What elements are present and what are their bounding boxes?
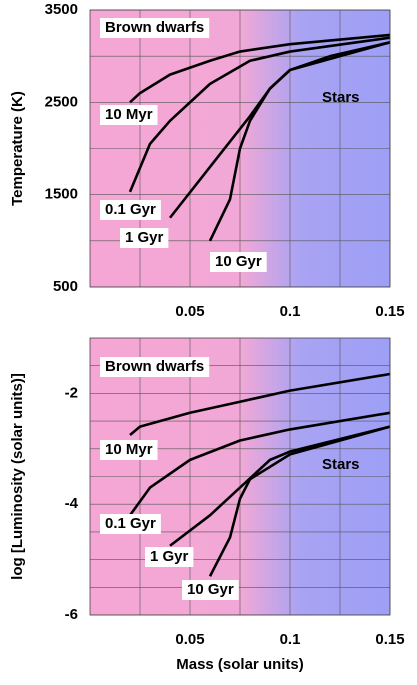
line-series	[128, 411, 391, 517]
series-label-group: 0.1 Gyr	[100, 514, 161, 534]
series-label: 0.1 Gyr	[105, 201, 156, 218]
series-label-box	[210, 252, 267, 272]
y-axis-label: log [Luminosity (solar units)]	[9, 373, 26, 580]
plot-frame	[89, 337, 391, 616]
y-tick-label: 1500	[45, 186, 78, 203]
series-label-box	[182, 580, 239, 600]
annotation: Stars	[322, 89, 360, 106]
line-series	[129, 372, 391, 436]
series-label-box	[100, 200, 161, 220]
series-label-group: 0.1 Gyr	[100, 200, 161, 220]
plot-frame	[89, 9, 391, 288]
series-label: 1 Gyr	[125, 229, 164, 246]
series-label-box	[120, 228, 169, 248]
series-label: 10 Gyr	[215, 253, 262, 270]
y-tick-label: -6	[65, 606, 78, 623]
series-label: 10 Gyr	[187, 581, 234, 598]
series-label-box	[100, 105, 158, 125]
series-label-box	[100, 440, 158, 460]
line-series	[208, 425, 391, 577]
x-tick-label: 0.1	[280, 631, 301, 648]
x-tick-label: 0.15	[375, 303, 404, 320]
annotation-group: Brown dwarfs	[100, 18, 210, 38]
series-label-box	[145, 547, 194, 567]
line-series	[208, 41, 391, 242]
x-axis-label: Mass (solar units)	[176, 656, 304, 673]
series-label-box	[100, 514, 161, 534]
y-tick-label: 2500	[45, 93, 78, 110]
line-series	[129, 33, 391, 104]
annotation-group: Brown dwarfs	[100, 357, 210, 377]
y-tick-label: 3500	[45, 1, 78, 18]
annotation: Brown dwarfs	[105, 19, 204, 36]
line-series	[128, 36, 391, 193]
series-label-group: 10 Myr	[100, 440, 158, 460]
x-tick-label: 0.05	[175, 631, 204, 648]
annotation-box	[100, 18, 210, 38]
series-label-group: 10 Gyr	[210, 252, 267, 272]
y-tick-label: 500	[53, 278, 78, 295]
x-tick-label: 0.1	[280, 303, 301, 320]
series-label-group: 1 Gyr	[120, 228, 169, 248]
annotation: Stars	[322, 456, 360, 473]
series-label: 10 Myr	[105, 106, 153, 123]
annotation: Brown dwarfs	[105, 358, 204, 375]
series-label: 1 Gyr	[150, 548, 189, 565]
annotation-box	[100, 357, 210, 377]
x-tick-label: 0.15	[375, 631, 404, 648]
series-label-group: 10 Gyr	[182, 580, 239, 600]
series-label: 10 Myr	[105, 441, 153, 458]
y-axis-label: Temperature (K)	[9, 91, 26, 206]
line-series	[169, 425, 391, 547]
x-tick-label: 0.05	[175, 303, 204, 320]
series-label-group: 1 Gyr	[145, 547, 194, 567]
y-tick-label: -2	[65, 384, 78, 401]
series-label: 0.1 Gyr	[105, 515, 156, 532]
y-tick-label: -4	[65, 495, 79, 512]
series-label-group: 10 Myr	[100, 105, 158, 125]
